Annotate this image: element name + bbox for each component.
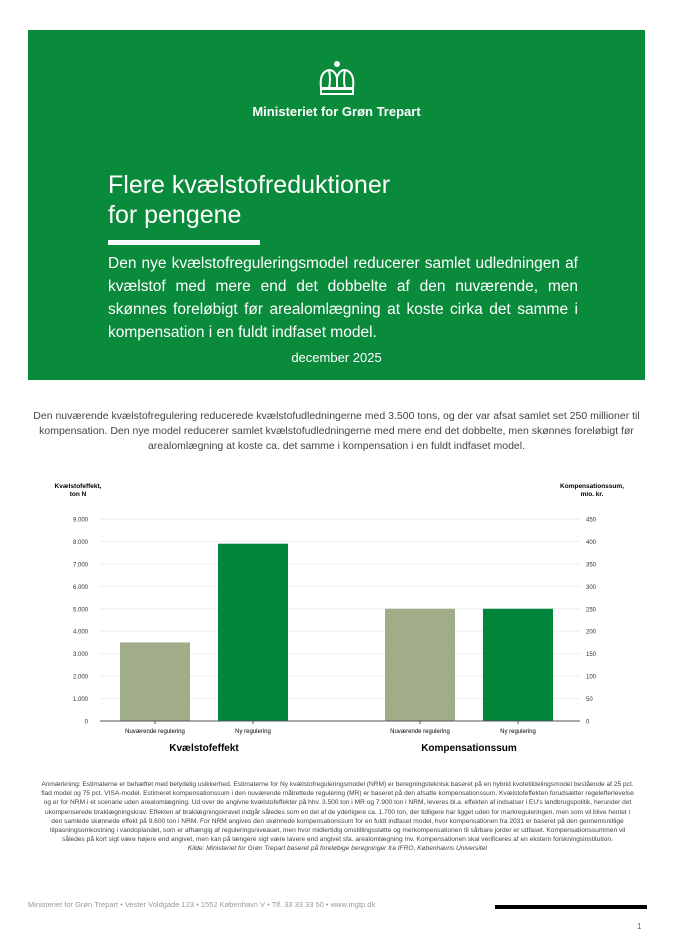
header-banner: Ministeriet for Grøn Trepart Flere kvæls… [28,30,645,380]
y-right-tick-label: 400 [586,540,597,546]
crown-icon [319,61,355,95]
group-label: Kvælstofeffekt [169,743,239,754]
y-left-tick-label: 9.000 [73,518,89,524]
y-right-tick-label: 250 [586,607,597,613]
footer-bar [495,905,647,909]
lead-text: Den nye kvælstofreguleringsmodel reducer… [108,255,578,341]
intro-text: Den nuværende kvælstofregulering reducer… [33,410,640,452]
y-right-tick-label: 300 [586,585,597,591]
bar-chart: 0 1.000 2.000 3.000 4.000 5.000 6.000 7.000 8.00… [55,483,625,754]
title-line: Flere kvælstofreduktioner [108,171,391,199]
y-right-tick-label: 100 [586,675,597,681]
bar [385,608,455,721]
bar [483,608,553,721]
y-right-label: Kompensationssum, [560,483,624,490]
y-right-tick-label: 150 [586,652,597,658]
source-text: Kilde: Ministeriet for Grøn Trepart base… [187,845,488,853]
x-tick-label: Ny regulering [500,729,536,735]
note-text: Anmærkning: Estimaterne er behæftet med … [41,781,634,844]
y-left-label: Kvælstofeffekt, [55,483,102,490]
y-left-tick-label: 7.000 [73,562,89,568]
page-number: 1 [637,922,642,931]
y-right-tick-label: 200 [586,630,597,636]
y-left-tick-label: 2.000 [73,675,89,681]
title-rule [108,240,260,245]
y-left-tick-label: 1.000 [73,697,89,703]
group-label: Kompensationssum [421,743,517,754]
footer-address: Ministeriet for Grøn Trepart • Vester Vo… [28,900,376,909]
ministry-name: Ministeriet for Grøn Trepart [252,104,421,119]
y-left-label: ton N [70,491,87,498]
y-right-tick-label: 0 [586,720,590,726]
bar [120,642,190,721]
title-line: for pengene [108,201,242,229]
y-right-tick-label: 350 [586,562,597,568]
x-tick-label: Ny regulering [235,729,271,735]
y-left-tick-label: 5.000 [73,607,89,613]
y-left-tick-label: 0 [85,720,89,726]
y-right-label: mio. kr. [581,491,604,498]
y-left-tick-label: 3.000 [73,652,89,658]
y-right-tick-label: 50 [586,697,593,703]
y-left-tick-label: 4.000 [73,630,89,636]
y-right-tick-label: 450 [586,518,597,524]
chart-note: Anmærkning: Estimaterne er behæftet med … [40,780,635,854]
page-title: Flere kvælstofreduktioner for pengene [108,170,390,230]
bar [218,543,288,721]
y-left-tick-label: 8.000 [73,540,89,546]
x-tick-label: Nuværende regulering [390,729,450,735]
x-tick-label: Nuværende regulering [125,729,185,735]
date: december 2025 [291,350,382,365]
y-left-tick-label: 6.000 [73,585,89,591]
